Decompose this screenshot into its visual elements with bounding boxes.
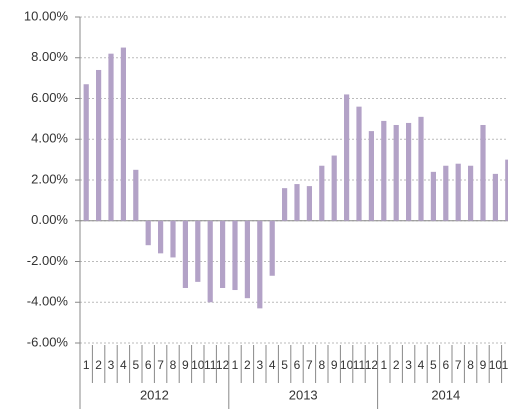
x-tick-label: 8	[318, 358, 325, 372]
x-tick-label: 8	[467, 358, 474, 372]
bar	[207, 220, 213, 303]
bar	[406, 122, 412, 221]
x-tick-label: 1	[232, 358, 239, 372]
x-tick-label: 9	[182, 358, 189, 372]
group-label: 2012	[140, 387, 169, 402]
bar	[294, 184, 300, 221]
bar	[83, 84, 89, 221]
x-tick-label: 5	[132, 358, 139, 372]
y-tick-label: -2.00%	[27, 253, 69, 268]
x-tick-label: 6	[442, 358, 449, 372]
x-tick-label: 5	[281, 358, 288, 372]
bar	[195, 220, 201, 282]
y-tick-label: 8.00%	[31, 49, 68, 64]
y-tick-label: 0.00%	[31, 212, 68, 227]
x-tick-label: 1	[83, 358, 90, 372]
bar	[344, 94, 350, 221]
bar	[220, 220, 226, 288]
x-tick-label: 1	[380, 358, 387, 372]
y-tick-label: 4.00%	[31, 131, 68, 146]
bar	[331, 155, 337, 221]
bar	[468, 165, 474, 221]
x-tick-label: 8	[170, 358, 177, 372]
bar	[170, 220, 176, 258]
bar	[430, 171, 436, 221]
bar	[282, 188, 288, 221]
bar	[232, 220, 238, 291]
x-tick-label: 3	[108, 358, 115, 372]
x-tick-label: 3	[405, 358, 412, 372]
x-tick-label: 5	[430, 358, 437, 372]
bar	[319, 165, 325, 221]
x-tick-label: 12	[216, 358, 230, 372]
bar	[505, 159, 508, 221]
x-tick-label: 4	[120, 358, 127, 372]
bar	[443, 165, 449, 221]
x-tick-label: 2	[244, 358, 251, 372]
bar	[418, 116, 424, 221]
bar	[133, 169, 139, 221]
x-tick-label: 4	[418, 358, 425, 372]
x-tick-label: 2	[393, 358, 400, 372]
bar	[145, 220, 151, 246]
y-tick-label: 6.00%	[31, 90, 68, 105]
x-tick-label: 2	[95, 358, 102, 372]
bar	[455, 163, 461, 221]
y-tick-label: -6.00%	[27, 334, 69, 349]
x-tick-label: 7	[306, 358, 313, 372]
x-tick-label: 9	[480, 358, 487, 372]
x-tick-label: 11	[204, 358, 217, 372]
bar	[381, 120, 387, 221]
x-tick-label: 4	[269, 358, 276, 372]
group-label: 2013	[289, 387, 318, 402]
bar	[393, 124, 399, 221]
x-tick-label: 6	[294, 358, 301, 372]
bar	[158, 220, 164, 254]
x-tick-label: 11	[353, 358, 366, 372]
bar	[244, 220, 250, 299]
y-tick-label: -4.00%	[27, 294, 69, 309]
x-tick-label: 10	[191, 358, 205, 372]
bar	[120, 47, 126, 221]
x-tick-label: 10	[340, 358, 354, 372]
x-tick-label: 11	[502, 358, 508, 372]
bar	[108, 53, 114, 221]
bar	[368, 131, 374, 221]
x-tick-label: 10	[489, 358, 503, 372]
bar	[480, 124, 486, 221]
bar	[269, 220, 275, 276]
x-tick-label: 9	[331, 358, 338, 372]
bar	[96, 69, 102, 221]
x-tick-label: 6	[145, 358, 152, 372]
bar	[492, 173, 498, 221]
x-tick-label: 3	[256, 358, 263, 372]
x-tick-label: 12	[365, 358, 379, 372]
x-tick-label: 7	[455, 358, 462, 372]
y-tick-label: 2.00%	[31, 171, 68, 186]
bar	[356, 106, 362, 221]
bar	[306, 186, 312, 221]
x-tick-label: 7	[157, 358, 164, 372]
y-tick-label: 10.00%	[24, 8, 69, 23]
group-label: 2014	[431, 387, 460, 402]
bar	[257, 220, 263, 309]
bar	[182, 220, 188, 288]
